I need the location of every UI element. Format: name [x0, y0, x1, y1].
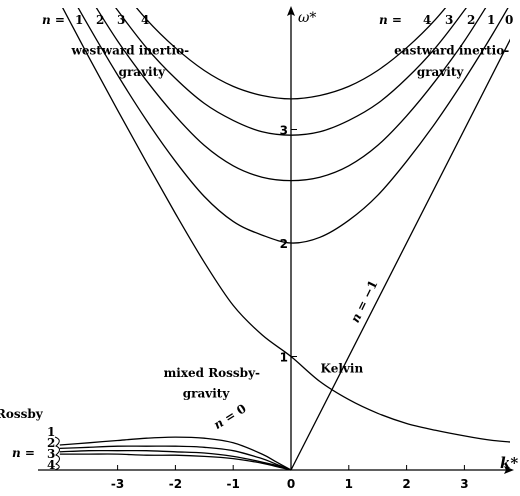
x-tick-label: -3: [111, 477, 124, 491]
westward-mode-number: 4: [141, 13, 149, 27]
eastward-mode-number: 3: [445, 13, 453, 27]
kelvin-curve: [290, 38, 510, 471]
rossby-n-prefix: n =: [12, 446, 35, 460]
y-axis-arrow-icon: [287, 6, 295, 16]
annotation-gravity: gravity: [119, 65, 167, 79]
rossby-mode-number: 3: [47, 447, 55, 461]
rossby-curve-n2: [59, 445, 292, 471]
axes-layer: k* ω*: [38, 6, 518, 474]
westward-mode-number: 3: [117, 13, 125, 27]
x-tick-label: 2: [402, 477, 410, 491]
x-axis-arrow-icon: [504, 466, 514, 474]
westward-n-prefix: n =: [42, 13, 65, 27]
annotation-eastward-inertio: eastward inertio-: [394, 44, 509, 58]
rossby-mode-number: 4: [47, 458, 55, 472]
inertio-gravity-curve-n2: [95, 8, 487, 182]
annotation-westward-inertio: westward inertio-: [71, 44, 190, 58]
x-tick-label: 1: [345, 477, 353, 491]
y-tick-label: 1: [280, 351, 288, 365]
x-tick-label: -2: [169, 477, 182, 491]
x-axis-label: k*: [500, 454, 518, 472]
rossby-curve-n4: [59, 453, 292, 471]
rossby-brace-icon: [54, 436, 60, 471]
y-tick-label: 2: [280, 237, 288, 251]
westward-mode-number: 2: [96, 13, 104, 27]
eastward-mode-number: 0: [505, 13, 513, 27]
eastward-n-prefix: n =: [379, 13, 402, 27]
rossby-mode-number: 2: [47, 436, 55, 450]
eastward-mode-number: 1: [487, 13, 495, 27]
annotation-rossby: Rossby: [0, 407, 44, 421]
rossby-curve-n1: [59, 436, 292, 471]
inertio-gravity-curve-n1: [77, 8, 509, 244]
westward-mode-number: 1: [75, 13, 83, 27]
annotation-kelvin: Kelvin: [321, 361, 364, 375]
annotation-gravity: gravity: [183, 386, 231, 400]
annotation-gravity: gravity: [417, 65, 465, 79]
eastward-mode-number: 2: [467, 13, 475, 27]
rossby-curve-n3: [59, 449, 292, 471]
x-tick-label: -1: [227, 477, 240, 491]
annotations-layer: westward inertio-gravity eastward inertio…: [0, 44, 509, 432]
ticks-layer: -3 -2 -1 0 1 2 3 1 2 3: [111, 124, 469, 492]
y-axis-label: ω*: [298, 10, 316, 26]
annotation-n-1: n = −1: [348, 278, 381, 325]
annotation-n-0: n = 0: [211, 401, 249, 432]
rossby-mode-number: 1: [47, 425, 55, 439]
eastward-mode-number: 4: [423, 13, 431, 27]
x-tick-label: 0: [287, 477, 295, 491]
y-tick-label: 3: [280, 124, 288, 138]
x-tick-label: 3: [460, 477, 468, 491]
annotation-mixed-rossby: mixed Rossby-: [164, 366, 260, 380]
